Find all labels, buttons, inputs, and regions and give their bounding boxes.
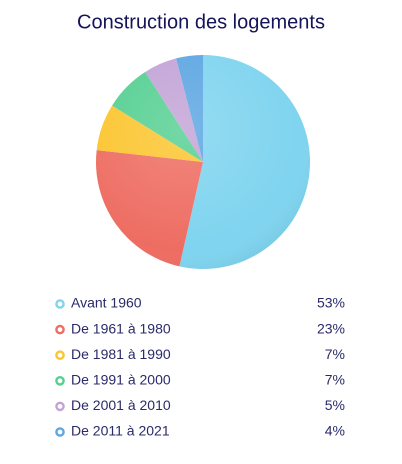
legend-marker [55,324,65,335]
legend-marker [55,299,65,309]
chart-title: Construction des logements [77,11,325,33]
legend-label: Avant 1960 [71,295,142,311]
legend-marker [55,401,65,412]
value-label: 4% [325,423,345,439]
pie [95,55,310,270]
value-label: 7% [325,372,345,388]
value-label: 7% [325,346,345,362]
legend-label: De 1981 à 1990 [71,346,171,362]
value-label: 23% [317,320,345,336]
legend-label: De 1961 à 1980 [71,320,171,336]
legend-label: De 2001 à 2010 [71,397,171,413]
value-label: 53% [317,295,345,311]
legend-label: De 2011 à 2021 [71,423,170,439]
legend-label: De 1991 à 2000 [71,372,171,388]
legend-marker [55,427,65,437]
legend-marker [55,350,65,361]
value-label: 5% [325,397,345,413]
legend: Avant 1960 53% De 1961 à 1980 23% De 1981 à … [55,295,345,439]
legend-marker [55,375,65,386]
